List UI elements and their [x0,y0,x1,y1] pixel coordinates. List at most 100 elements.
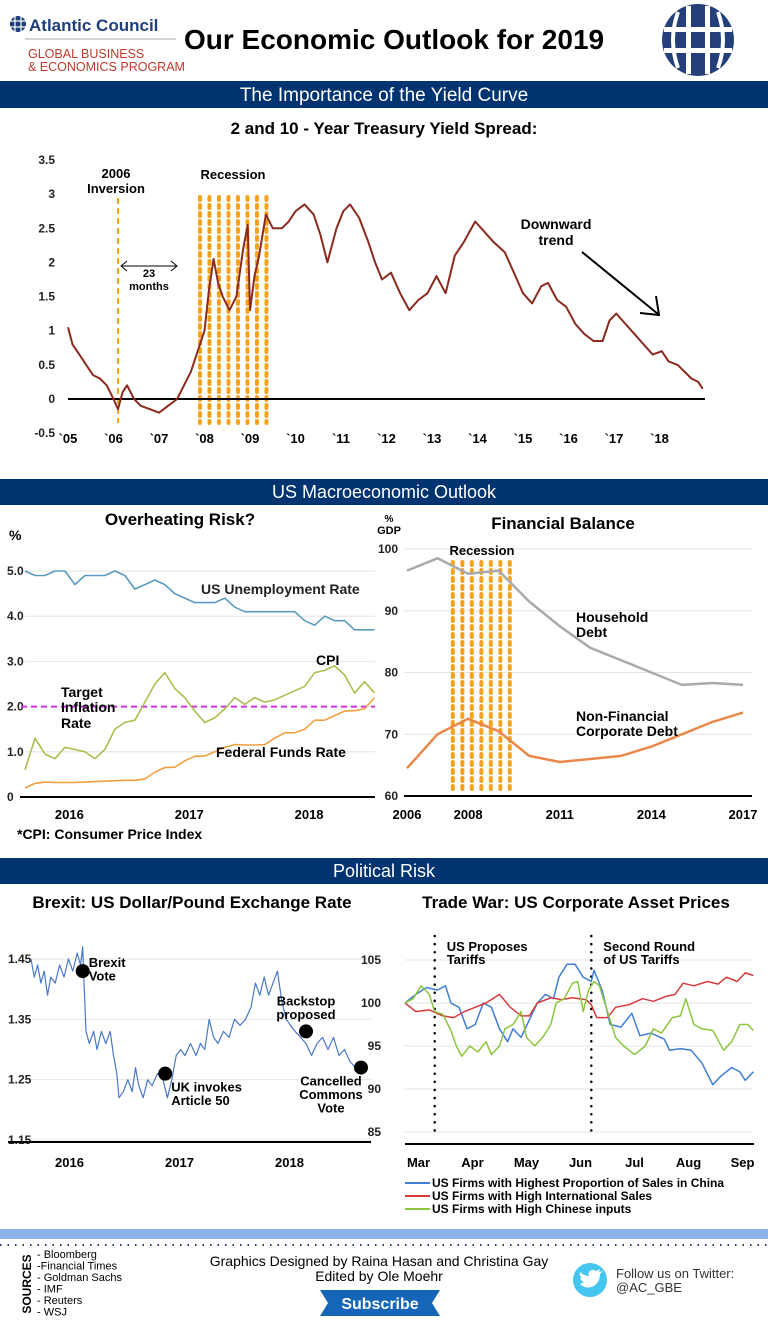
legend-china-sales: US Firms with Highest Proportion of Sale… [432,1176,724,1190]
y-tick-label: 85 [368,1125,382,1139]
x-tick-label: `09 [241,431,260,446]
trend-label-2: trend [539,232,574,248]
x-tick-label: 2017 [165,1155,194,1170]
section-title-yield: The Importance of the Yield Curve [240,85,528,106]
event-marker [158,1066,173,1081]
credits-editor: Edited by Ole Moehr [315,1268,443,1284]
y-tick-label: 105 [361,953,381,967]
twitter-follow-text: Follow us on Twitter: [616,1266,734,1281]
source-item: - Goldman Sachs [37,1272,122,1284]
event-label: Vote [317,1101,344,1116]
target-label-3: Rate [61,715,92,731]
source-item: - WSJ [37,1307,67,1319]
event-label: Brexit [89,955,127,970]
yield-spread-line [67,203,704,414]
intl-sales-line [404,972,754,1019]
yield-chart-title: 2 and 10 - Year Treasury Yield Spread: [231,119,538,138]
source-item: - Bloomberg [37,1249,97,1261]
x-tick-label: 2016 [55,1155,84,1170]
event-label: Article 50 [171,1093,230,1108]
x-tick-label: 2016 [55,807,84,822]
x-tick-label: `14 [468,431,488,446]
section-bar-yield [0,81,768,108]
subscribe-label: Subscribe [341,1296,418,1313]
household-label-1: Household [576,609,648,625]
x-tick-label: 2017 [175,807,204,822]
event-label: Backstop [277,993,336,1008]
legend-intl-sales: US Firms with High International Sales [432,1189,652,1203]
atlantic-council-logo[interactable]: Atlantic Council GLOBAL BUSINESS & ECONO… [10,16,185,74]
x-tick-label: `12 [377,431,396,446]
finbal-chart-title: Financial Balance [491,514,635,533]
y-tick-label: 1 [48,324,55,338]
x-tick-label: Jul [625,1155,644,1170]
event-label: Commons [299,1087,363,1102]
corporate-label-2: Corporate Debt [576,723,678,739]
china-sales-line [404,963,754,1086]
twitter-handle: @AC_GBE [616,1280,682,1295]
x-tick-label: 2017 [729,807,758,822]
y-tick-label: 1.35 [8,1012,32,1026]
y-tick-label: 0.5 [38,358,55,372]
corporate-label-1: Non-Financial [576,708,669,724]
cpi-footnote: *CPI: Consumer Price Index [17,826,202,842]
credits-design: Graphics Designed by Raina Hasan and Chr… [210,1253,549,1269]
tariff-event-label: of US Tariffs [603,952,679,967]
trade-legend: US Firms with Highest Proportion of Sale… [405,1176,724,1216]
sources-label: SOURCES [20,1254,34,1313]
event-marker [354,1060,368,1075]
exchange-rate-line [30,946,356,1099]
section-title-political: Political Risk [333,861,436,881]
legend-chinese-inputs: US Firms with High Chinese inputs [432,1202,632,1216]
twitter-link[interactable]: Follow us on Twitter: @AC_GBE [573,1263,734,1297]
trade-chart-title: Trade War: US Corporate Asset Prices [422,893,730,912]
trade-war-chart: 105 100 95 90 85 Mar Apr May Jun Jul Aug Sep US Prop… [361,934,754,1170]
gap-label-1: 23 [143,268,155,280]
event-label: Vote [89,969,116,984]
cpi-line [24,665,376,771]
x-tick-label: 2011 [546,807,574,822]
inversion-label-2: Inversion [87,181,145,196]
tariff-event-label: Second Round [603,939,695,954]
financial-balance-chart: 100 90 80 70 60 2006 2008 2011 2014 2017 [378,542,757,822]
chinese-inputs-line [404,980,754,1058]
atlantic-council-globe-icon [662,4,734,76]
subscribe-button[interactable]: Subscribe [320,1290,440,1316]
x-tick-label: 2018 [275,1155,304,1170]
x-tick-label: `11 [332,431,350,446]
event-label: Cancelled [300,1074,361,1089]
x-tick-label: `13 [423,431,442,446]
page-title: Our Economic Outlook for 2019 [184,24,604,55]
x-tick-label: `08 [195,431,214,446]
overheating-chart: 5.0 4.0 3.0 2.0 1.0 0 2016 2017 2018 [7,564,376,822]
y-tick-label: 2 [48,255,55,269]
downward-arrow-icon [581,251,661,317]
section-bar-macro [0,479,768,505]
x-tick-label: 2018 [295,807,324,822]
y-tick-label: 90 [368,1082,382,1096]
x-tick-label: Mar [407,1155,430,1170]
inversion-label-1: 2006 [102,166,131,181]
source-item: - IMF [37,1284,63,1296]
household-debt-line [406,557,744,687]
y-tick-label: 1.45 [8,952,32,966]
y-tick-label: 3.0 [7,654,24,668]
x-tick-label: Apr [461,1155,483,1170]
target-label-2: Inflation [61,699,115,715]
y-tick-label: 2.0 [7,700,24,714]
section-bar-political [0,858,768,884]
recession-label: Recession [200,167,265,182]
x-tick-label: 2014 [637,807,667,822]
finbal-ylabel-1: % [385,514,394,525]
event-label: proposed [276,1007,335,1022]
y-tick-label: 2.5 [38,221,55,235]
y-tick-label: 100 [378,542,398,556]
x-tick-label: `18 [650,431,669,446]
gap-label-2: months [129,281,169,293]
y-tick-label: 0 [7,790,14,804]
yield-spread-chart: 3.5 3 2.5 2 1.5 1 0.5 0 -0.5 `05 `06 `07 `08 `09 `10 `1… [34,153,705,446]
x-tick-label: Aug [676,1155,701,1170]
cpi-label: CPI [316,652,339,668]
sources-list: - Bloomberg -Financial Times - Goldman S… [37,1249,122,1319]
